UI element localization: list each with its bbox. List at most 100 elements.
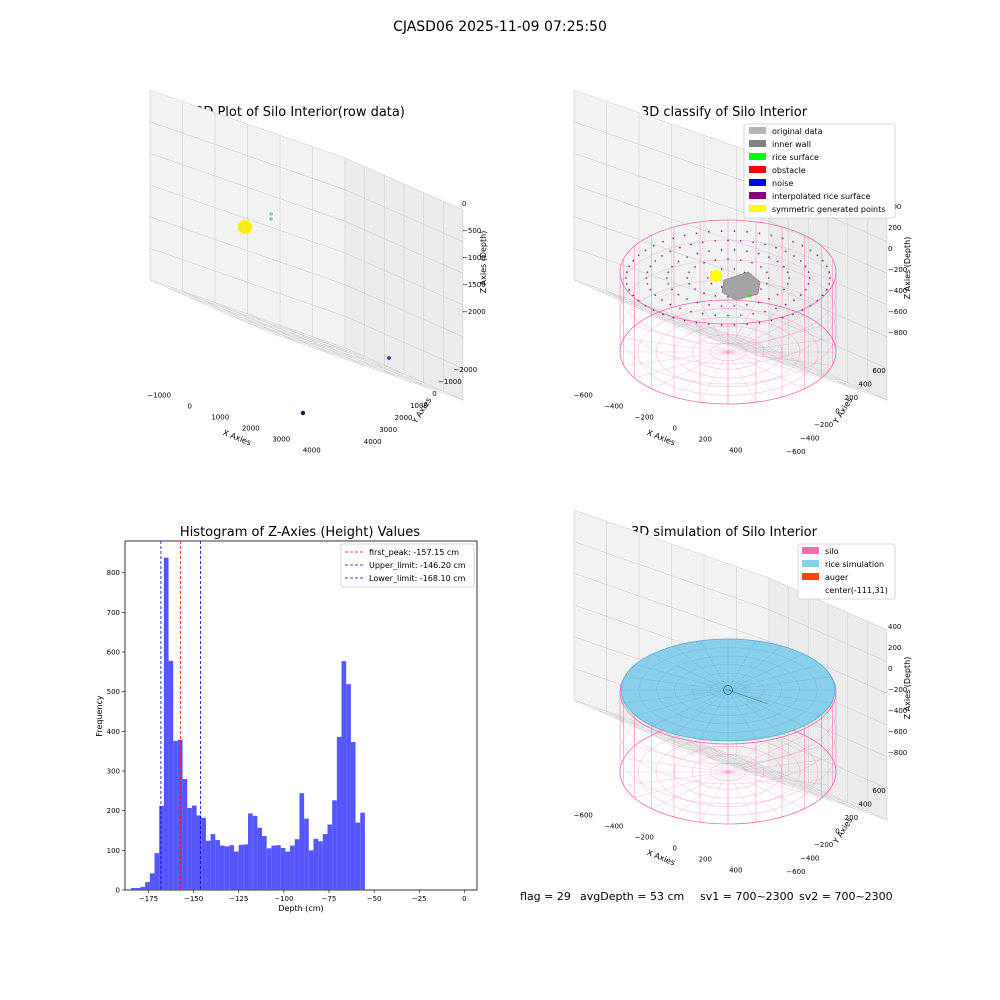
z-tick-label: 400 [888,623,901,631]
interpolated-point [683,319,686,322]
histogram-legend: first_peak: -157.15 cm Upper_limit: -146.… [340,543,475,588]
y-tick-label: −400 [800,435,819,443]
interpolated-point [672,237,675,240]
point-blue [387,356,391,360]
histogram-bars [131,557,365,890]
interpolated-point [804,288,807,291]
p4-silo-bottom-spoke [634,771,729,799]
histogram-bar [252,815,258,890]
interpolated-point [649,288,652,291]
legend-frame [743,123,896,219]
panel2-zlabel: Z Axies (Depth) [903,237,912,300]
histogram-bar [140,886,146,890]
interpolated-point [661,255,663,257]
x-tick-label: 200 [699,436,712,444]
legend-label: auger [825,573,849,582]
panel4-rice-surface [620,638,836,742]
interpolated-point [654,294,657,296]
histogram-bar [177,739,183,890]
interpolated-point [720,268,723,270]
p2-silo-bottom-spoke [623,338,729,353]
histogram-bar [262,836,267,890]
panel1-zlabel: Z Axies (Depth) [479,231,488,294]
x-tick-label: 0 [188,403,192,411]
p2-silo-bottom-spoke [634,351,729,379]
histogram-bar [327,824,333,890]
interpolated-point [775,246,777,249]
interpolated-point [671,265,673,268]
panel2-legend: original data inner wall rice surface obsta… [743,123,896,219]
interpolated-point [669,250,672,253]
x-tick-label: 3000 [272,436,290,444]
legend-label: rice surface [772,153,819,162]
legend-swatch [749,140,766,147]
z-tick-label: 0 [462,200,466,208]
panel1-z-ticks: −2000 −1500 −1000 −500 0 [462,200,486,316]
p2-silo-bottom-spoke [727,338,833,353]
interpolated-point [799,294,802,296]
interpolated-point [710,282,713,285]
interpolated-point [822,259,824,262]
interpolated-point [746,231,748,233]
point-yellow [244,220,251,228]
interpolated-point [809,304,812,307]
histogram-bar [308,850,314,890]
interpolated-point [781,237,784,240]
interpolated-point [626,283,628,285]
interpolated-point [706,277,709,279]
interpolated-point [739,314,742,316]
interpolated-point [760,288,762,290]
z-tick-label: 0 [888,245,892,253]
grid-line [573,153,888,274]
legend-swatch [802,547,819,554]
panel2-title: 3D classify of Silo Interior [641,105,808,120]
x-tick-label: −25 [412,895,427,903]
y-tick-label: 0 [116,887,120,895]
p2-silo-bottom-spoke [727,351,757,403]
interpolated-point [644,249,647,252]
x-tick-label: 4000 [303,447,321,455]
histogram-bar [145,882,150,890]
interpolated-point [686,256,688,258]
panel2-objects [625,230,831,326]
y-tick-label: 100 [107,847,120,855]
interpolated-point [686,277,688,279]
interpolated-point [768,256,770,258]
y-tick-label: −1000 [438,378,462,386]
x-tick-label: −50 [367,895,382,903]
interpolated-point [701,312,704,315]
y-tick-label: 0 [432,390,436,398]
obstacle-cluster [721,271,761,301]
interpolated-point [828,271,830,273]
interpolated-point [688,283,690,285]
panel4-zlabel: Z Axies (Depth) [903,657,912,720]
p2-silo-bottom-spoke [699,351,729,403]
y-tick-label: 1000 [410,402,428,410]
legend-swatch [749,192,766,199]
interpolated-point [720,249,723,251]
histogram-bar [257,827,263,890]
interpolated-point [696,301,699,304]
legend-label: inner wall [772,140,811,149]
interpolated-point [703,261,705,264]
y-tick-label: −400 [800,855,819,863]
y-tick-label: −600 [786,868,805,876]
histogram-bar [360,812,365,890]
interpolated-point [637,254,640,257]
p4-silo-bottom-spoke [651,771,729,809]
center-marker [723,685,733,695]
interpolated-point [807,271,810,273]
legend-label: symmetric generated points [772,205,885,214]
interpolated-point [632,259,634,262]
point-purple [300,410,306,416]
interpolated-point [816,254,819,257]
panel-histogram: Histogram of Z-Axies (Height) Values −17… [95,525,478,913]
interpolated-point [688,271,690,273]
interpolated-point [654,260,657,262]
surface-mesh [710,681,746,699]
y-tick-label: 2000 [395,414,413,422]
legend-label: Lower_limit: -168.10 cm [369,574,466,583]
p2-silo-bottom-spoke [727,351,833,366]
interpolated-point [720,324,723,326]
z-tick-label: −800 [888,749,907,757]
